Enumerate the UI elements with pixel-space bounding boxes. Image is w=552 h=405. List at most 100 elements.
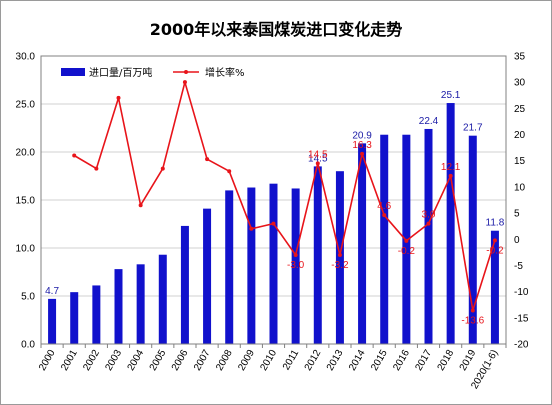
x-tick-label: 2002 bbox=[81, 348, 102, 373]
bar-data-label: 14.5 bbox=[308, 153, 328, 164]
y-right-tick-label: 25 bbox=[514, 104, 526, 115]
bar bbox=[225, 190, 234, 344]
bar bbox=[424, 128, 433, 344]
growth-point bbox=[293, 252, 298, 257]
bar bbox=[269, 183, 278, 344]
x-tick-label: 2010 bbox=[258, 348, 279, 373]
bar bbox=[70, 292, 79, 344]
growth-point bbox=[72, 153, 77, 158]
y-left-tick-label: 30.0 bbox=[16, 52, 36, 63]
y-right-tick-label: 20 bbox=[514, 130, 526, 141]
bar-data-label: 25.1 bbox=[441, 90, 461, 101]
legend-bar-swatch bbox=[61, 68, 85, 76]
growth-point bbox=[116, 95, 121, 100]
x-tick-label: 2007 bbox=[192, 348, 213, 373]
growth-point bbox=[271, 221, 276, 226]
bar bbox=[335, 171, 344, 344]
x-tick-label: 2019 bbox=[458, 348, 479, 373]
bar bbox=[158, 254, 167, 344]
x-tick-label: 2018 bbox=[436, 348, 457, 373]
line-data-label: -3.2 bbox=[331, 260, 349, 271]
bar-data-label: 21.7 bbox=[463, 123, 483, 134]
bar bbox=[291, 188, 300, 344]
y-right-tick-label: 35 bbox=[514, 52, 526, 63]
x-tick-label: 2006 bbox=[170, 348, 191, 373]
line-data-label: 14.5 bbox=[308, 149, 328, 160]
growth-point bbox=[426, 221, 431, 226]
bar-data-label: 22.4 bbox=[419, 116, 439, 127]
growth-point bbox=[448, 173, 453, 178]
plot-area-border bbox=[40, 55, 507, 345]
bar bbox=[203, 208, 212, 344]
x-tick-label: 2011 bbox=[281, 348, 301, 373]
growth-point bbox=[315, 161, 320, 166]
line-data-label: -3.0 bbox=[287, 260, 305, 271]
bar bbox=[92, 285, 101, 344]
growth-point bbox=[205, 157, 210, 162]
bar-data-label: 4.7 bbox=[45, 286, 59, 297]
growth-point bbox=[249, 226, 254, 231]
x-tick-label: 2000 bbox=[37, 348, 58, 373]
growth-line bbox=[73, 81, 496, 312]
line-data-label: 4.6 bbox=[377, 201, 391, 212]
bar bbox=[468, 135, 477, 344]
growth-point bbox=[227, 169, 232, 174]
x-tick-label: 2017 bbox=[413, 348, 434, 373]
x-tick-label: 2016 bbox=[391, 348, 412, 373]
x-tick-label: 2014 bbox=[347, 348, 368, 373]
x-tick-label: 2009 bbox=[236, 348, 257, 373]
bar bbox=[380, 134, 389, 344]
growth-point bbox=[360, 151, 365, 156]
x-tick-label: 2012 bbox=[303, 348, 324, 373]
line-data-label: -13.6 bbox=[461, 315, 484, 326]
bar bbox=[446, 103, 455, 344]
bar bbox=[180, 225, 189, 344]
y-right-tick-label: 0 bbox=[514, 235, 520, 246]
y-right-tick-label: 5 bbox=[514, 209, 520, 220]
growth-point bbox=[382, 213, 387, 218]
y-right-tick-label: -5 bbox=[514, 261, 523, 272]
x-tick-label: 2008 bbox=[214, 348, 235, 373]
bar-data-label: 20.9 bbox=[352, 130, 372, 141]
growth-point bbox=[182, 80, 187, 85]
x-tick-label: 2003 bbox=[103, 348, 124, 373]
line-layer bbox=[72, 80, 497, 313]
label-layer: 4.7 14.5 20.9 22.4 25.1 21.7 11.8 -3.0 14.5 -3.2 1… bbox=[45, 90, 505, 326]
x-tick-label: 2013 bbox=[325, 348, 346, 373]
y-right-tick-label: -10 bbox=[514, 287, 529, 298]
legend-line-label: 增长率% bbox=[205, 66, 245, 79]
x-tick-label: 2004 bbox=[126, 348, 147, 373]
growth-point bbox=[337, 252, 342, 257]
y-left-tick-label: 25.0 bbox=[16, 100, 36, 111]
bar bbox=[313, 166, 322, 344]
x-tick-label: 2015 bbox=[369, 348, 390, 373]
y-right-tick-label: 30 bbox=[514, 78, 526, 89]
x-tick-label: 2005 bbox=[148, 348, 169, 373]
y-right-tick-label: -20 bbox=[514, 340, 529, 351]
bar bbox=[114, 269, 123, 344]
growth-point bbox=[160, 166, 165, 171]
legend-bar-label: 进口量/百万吨 bbox=[89, 66, 152, 79]
x-tick-label: 2001 bbox=[59, 348, 80, 373]
y-left-tick-label: 10.0 bbox=[16, 244, 36, 255]
y-right-tick-label: 15 bbox=[514, 156, 526, 167]
growth-point bbox=[492, 238, 497, 243]
bar bbox=[48, 298, 57, 344]
chart-title: 2000年以来泰国煤炭进口变化走势 bbox=[150, 20, 403, 39]
y-left-tick-label: 5.0 bbox=[21, 292, 35, 303]
bar bbox=[490, 230, 499, 344]
legend-line-marker bbox=[184, 70, 188, 74]
line-data-label: -0.2 bbox=[398, 246, 416, 257]
growth-point bbox=[94, 166, 99, 171]
growth-point bbox=[470, 308, 475, 313]
y-left-tick-label: 20.0 bbox=[16, 148, 36, 159]
bar-data-label: 11.8 bbox=[486, 218, 505, 229]
y-left-tick-label: 0.0 bbox=[21, 340, 35, 351]
legend: 进口量/百万吨 增长率% bbox=[61, 66, 245, 79]
line-data-label: 16.3 bbox=[352, 140, 372, 151]
growth-point bbox=[404, 238, 409, 243]
y-right-tick-label: -15 bbox=[514, 313, 529, 324]
bar bbox=[136, 264, 145, 344]
